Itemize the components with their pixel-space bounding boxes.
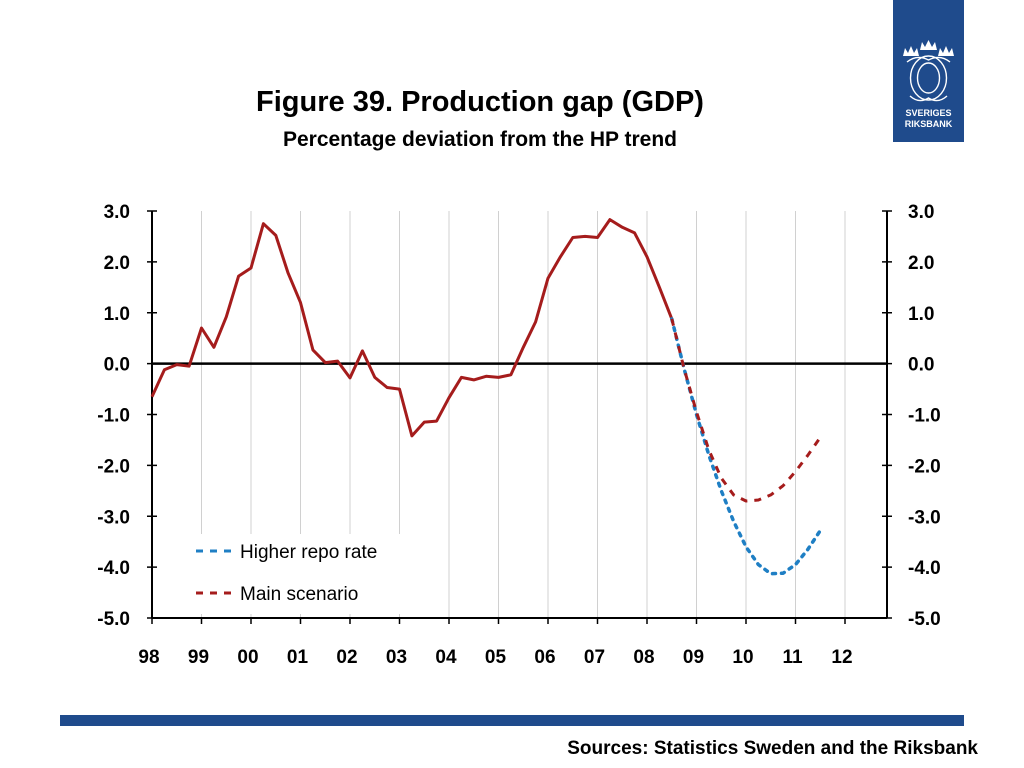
- legend-label-higher-repo-rate: Higher repo rate: [240, 542, 377, 563]
- series-line-main-scenario: [670, 318, 822, 503]
- logo-line-1: SVERIGES: [905, 108, 952, 118]
- legend-label-main-scenario: Main scenario: [240, 584, 358, 605]
- x-tick-label: 08: [633, 647, 654, 668]
- x-tick-label: 09: [683, 647, 704, 668]
- x-tick-label: 12: [831, 647, 852, 668]
- y-tick-label-left: -4.0: [97, 558, 130, 579]
- x-tick-label: 11: [782, 647, 803, 668]
- y-tick-label-left: -3.0: [97, 507, 130, 528]
- series-line-outcome: [150, 218, 674, 438]
- y-tick-label-right: 2.0: [908, 253, 934, 274]
- logo-wordmark: SVERIGES RIKSBANK: [893, 108, 964, 130]
- y-tick-label-right: 1.0: [908, 304, 934, 325]
- x-tick-label: 04: [435, 647, 457, 668]
- y-tick-label-right: 3.0: [908, 202, 934, 223]
- production-gap-chart: 3.0 3.0 2.0 2.0 1.0 1.0 0.0 0.0 -1.0 -1.0 -2.0 -2.0…: [97, 202, 941, 668]
- x-tick-label: 10: [732, 647, 753, 668]
- logo-line-2: RIKSBANK: [904, 119, 953, 129]
- x-tick-label: 01: [287, 647, 309, 668]
- x-tick-label: 02: [336, 647, 357, 668]
- crown-emblem-icon: [903, 40, 954, 102]
- y-tick-label-right: -5.0: [908, 609, 941, 630]
- y-tick-label-left: -1.0: [97, 406, 130, 427]
- y-tick-label-right: 0.0: [908, 355, 934, 376]
- y-tick-label-left: 1.0: [104, 304, 130, 325]
- x-tick-label: 00: [237, 647, 258, 668]
- y-tick-label-left: 0.0: [104, 355, 130, 376]
- chart-title: Figure 39. Production gap (GDP): [256, 86, 704, 118]
- y-tick-label-right: -3.0: [908, 507, 941, 528]
- legend-box: [178, 534, 416, 614]
- y-tick-label-right: -4.0: [908, 558, 941, 579]
- y-tick-label-right: -2.0: [908, 456, 941, 477]
- x-tick-label: 98: [138, 647, 159, 668]
- y-tick-label-left: -2.0: [97, 456, 130, 477]
- y-tick-label-left: -5.0: [97, 609, 130, 630]
- y-tick-label-left: 2.0: [104, 253, 130, 274]
- x-tick-label: 99: [188, 647, 209, 668]
- sources-note: Sources: Statistics Sweden and the Riksb…: [567, 738, 978, 759]
- y-tick-label-right: -1.0: [908, 406, 941, 427]
- x-tick-label: 05: [485, 647, 507, 668]
- footer-rule: [60, 715, 964, 726]
- x-tick-label: 06: [534, 647, 555, 668]
- x-tick-label: 03: [386, 647, 407, 668]
- x-tick-label: 07: [584, 647, 605, 668]
- chart-subtitle: Percentage deviation from the HP trend: [282, 128, 678, 151]
- riksbank-logo: SVERIGES RIKSBANK: [893, 0, 964, 142]
- y-tick-label-left: 3.0: [104, 202, 130, 223]
